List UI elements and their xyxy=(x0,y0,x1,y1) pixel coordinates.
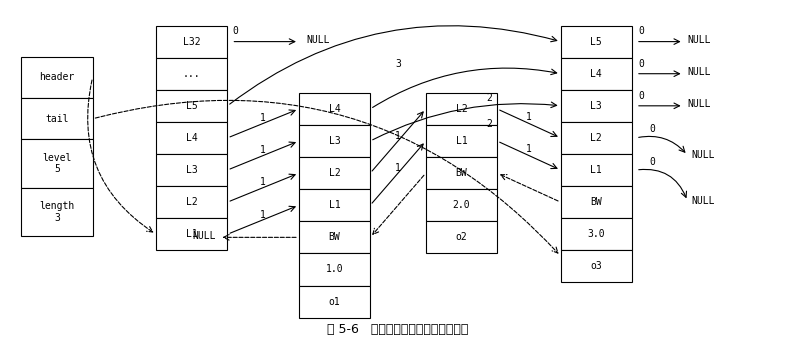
Text: 1: 1 xyxy=(260,209,266,220)
FancyBboxPatch shape xyxy=(560,154,632,186)
FancyBboxPatch shape xyxy=(560,250,632,282)
Text: o3: o3 xyxy=(591,261,603,271)
Text: 3.0: 3.0 xyxy=(587,229,605,239)
FancyBboxPatch shape xyxy=(21,188,92,236)
Text: L1: L1 xyxy=(455,136,467,146)
Text: o1: o1 xyxy=(329,296,341,307)
FancyBboxPatch shape xyxy=(298,125,370,157)
FancyBboxPatch shape xyxy=(560,58,632,90)
Text: L5: L5 xyxy=(186,101,197,111)
Text: NULL: NULL xyxy=(192,231,216,240)
Text: L2: L2 xyxy=(455,104,467,114)
Text: 0: 0 xyxy=(650,124,655,134)
FancyBboxPatch shape xyxy=(298,93,370,125)
FancyBboxPatch shape xyxy=(560,122,632,154)
FancyBboxPatch shape xyxy=(560,90,632,122)
Text: 2.0: 2.0 xyxy=(453,200,470,210)
Text: length
3: length 3 xyxy=(39,201,75,223)
Text: 图 5-6   从表尾向表头方向遍历跳跃表: 图 5-6 从表尾向表头方向遍历跳跃表 xyxy=(327,323,469,336)
FancyBboxPatch shape xyxy=(298,157,370,189)
Text: o2: o2 xyxy=(455,232,467,242)
Text: 0: 0 xyxy=(638,90,644,101)
Text: header: header xyxy=(39,72,75,82)
FancyBboxPatch shape xyxy=(560,25,632,58)
FancyBboxPatch shape xyxy=(426,157,498,189)
Text: 1: 1 xyxy=(526,144,532,153)
FancyBboxPatch shape xyxy=(298,285,370,318)
Text: 0: 0 xyxy=(638,58,644,69)
FancyBboxPatch shape xyxy=(298,189,370,221)
FancyBboxPatch shape xyxy=(426,189,498,221)
FancyBboxPatch shape xyxy=(426,221,498,253)
Text: L4: L4 xyxy=(329,104,341,114)
Text: L4: L4 xyxy=(186,133,197,143)
Text: L5: L5 xyxy=(591,37,603,47)
Text: 2: 2 xyxy=(486,93,492,103)
Text: L3: L3 xyxy=(186,165,197,175)
Text: L4: L4 xyxy=(591,69,603,79)
FancyBboxPatch shape xyxy=(560,186,632,218)
Text: BW: BW xyxy=(329,232,341,242)
Text: 0: 0 xyxy=(638,26,644,37)
FancyBboxPatch shape xyxy=(298,253,370,285)
Text: L3: L3 xyxy=(591,101,603,111)
FancyBboxPatch shape xyxy=(21,140,92,188)
Text: 1: 1 xyxy=(395,131,401,141)
FancyBboxPatch shape xyxy=(156,90,228,122)
FancyBboxPatch shape xyxy=(21,98,92,140)
Text: L1: L1 xyxy=(329,200,341,210)
Text: NULL: NULL xyxy=(688,99,711,109)
Text: level
5: level 5 xyxy=(42,153,72,174)
Text: tail: tail xyxy=(45,114,68,124)
Text: NULL: NULL xyxy=(688,35,711,45)
FancyBboxPatch shape xyxy=(21,57,92,98)
FancyBboxPatch shape xyxy=(426,125,498,157)
Text: L32: L32 xyxy=(183,37,201,47)
Text: 0: 0 xyxy=(232,26,238,37)
Text: NULL: NULL xyxy=(688,67,711,77)
FancyBboxPatch shape xyxy=(426,93,498,125)
Text: L1: L1 xyxy=(186,229,197,239)
FancyBboxPatch shape xyxy=(156,58,228,90)
Text: BW: BW xyxy=(591,197,603,207)
Text: 1: 1 xyxy=(260,145,266,155)
Text: 1: 1 xyxy=(260,177,266,188)
FancyBboxPatch shape xyxy=(298,221,370,253)
Text: 1: 1 xyxy=(526,111,532,121)
Text: 1.0: 1.0 xyxy=(326,264,343,275)
FancyBboxPatch shape xyxy=(156,186,228,218)
Text: NULL: NULL xyxy=(692,150,715,160)
Text: ...: ... xyxy=(183,69,201,79)
Text: BW: BW xyxy=(455,168,467,178)
Text: NULL: NULL xyxy=(692,196,715,206)
Text: L2: L2 xyxy=(329,168,341,178)
Text: 2: 2 xyxy=(486,119,492,129)
Text: 0: 0 xyxy=(650,157,655,167)
FancyBboxPatch shape xyxy=(156,25,228,58)
Text: L3: L3 xyxy=(329,136,341,146)
FancyBboxPatch shape xyxy=(156,218,228,250)
Text: L1: L1 xyxy=(591,165,603,175)
Text: NULL: NULL xyxy=(306,35,330,45)
FancyBboxPatch shape xyxy=(156,122,228,154)
Text: 3: 3 xyxy=(395,58,401,69)
Text: 1: 1 xyxy=(260,113,266,123)
Text: 1: 1 xyxy=(395,163,401,173)
FancyBboxPatch shape xyxy=(560,218,632,250)
Text: L2: L2 xyxy=(591,133,603,143)
FancyBboxPatch shape xyxy=(156,154,228,186)
Text: L2: L2 xyxy=(186,197,197,207)
